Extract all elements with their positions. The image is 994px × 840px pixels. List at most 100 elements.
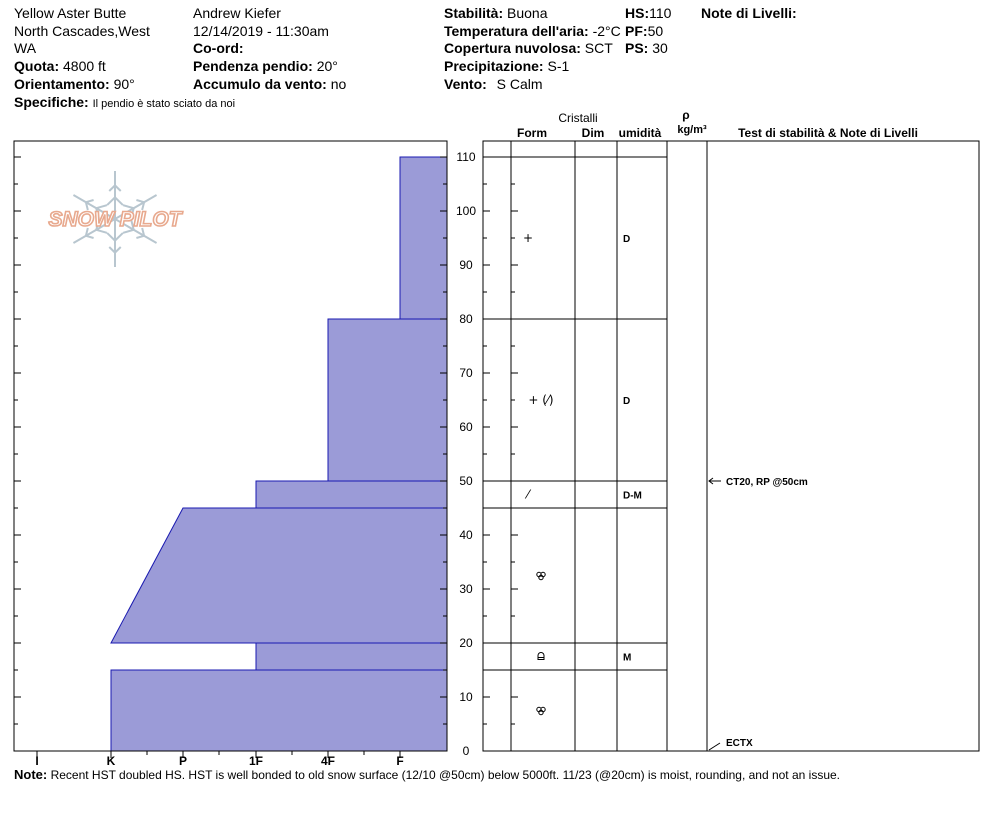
hs-field: HS:110: [625, 4, 671, 22]
stability-test-label-1: ECTX: [726, 738, 753, 749]
wetness-0: D: [623, 234, 630, 245]
pf-field: PF:50: [625, 22, 664, 40]
wind-value: S Calm: [496, 76, 543, 92]
depth-tick-label-100: 100: [456, 204, 476, 218]
depth-tick-label-20: 20: [459, 636, 473, 650]
flake-arm-5: [72, 194, 116, 220]
flake-branch-2-1-0: [141, 227, 146, 237]
stability-field: Stabilità: Buona: [444, 4, 548, 22]
location-name: Yellow Aster Butte: [14, 5, 127, 21]
form-symbol-3-circle-2: [538, 574, 544, 581]
form-symbol-5-circle-2: [538, 709, 544, 716]
hardness-layer-3: [110, 507, 448, 644]
flake-branch-2-0-1: [122, 228, 134, 234]
col-density-unit: kg/m³: [677, 124, 707, 136]
quota-value: 4800 ft: [63, 58, 106, 74]
depth-tick-label-60: 60: [459, 420, 473, 434]
hardness-layer-2: [255, 480, 448, 509]
wind-label: Vento:: [444, 76, 487, 92]
logo-text: SNOW PILOT: [49, 208, 184, 231]
quota-label: Quota:: [14, 58, 60, 74]
flake-branch-2-0-0: [130, 218, 135, 231]
cloud-field: Copertura nuvolosa: SCT: [444, 39, 613, 57]
stability-test-pointer-1: [708, 742, 721, 751]
note-label: Note:: [14, 767, 48, 782]
ps-field: PS: 30: [625, 39, 668, 57]
hardness-tick-label-0: I: [35, 754, 38, 768]
region-line-1: North Cascades,West: [14, 23, 150, 39]
flake-branch-5-1-0: [84, 201, 89, 211]
aspect-label: Orientamento:: [14, 76, 110, 92]
flake-branch-0-0-1: [114, 196, 124, 206]
hardness-layer-5: [110, 669, 448, 752]
flake-branch-0-1-1: [114, 184, 122, 192]
flake-branch-5-1-1: [85, 199, 94, 204]
observation-datetime: 12/14/2019 - 11:30am: [193, 23, 329, 39]
col-umidita: umidità: [619, 126, 662, 140]
col-dim: Dim: [582, 126, 605, 140]
flake-branch-1-1-1: [141, 201, 146, 211]
hardness-layer-1: [327, 318, 448, 482]
depth-tick-label-90: 90: [459, 258, 473, 272]
coord-label: Co-ord:: [193, 40, 244, 56]
specifics-label: Specifiche:: [14, 94, 89, 110]
air-temp-value: -2°C: [592, 23, 621, 39]
depth-tick-label-30: 30: [459, 582, 473, 596]
flake-branch-3-1-1: [108, 246, 116, 254]
hardness-tick-label-2: P: [179, 754, 187, 768]
flake-branch-3-1-0: [114, 246, 122, 254]
wetness-1: D: [623, 396, 630, 407]
col-tests: Test di stabilità & Note di Livelli: [738, 126, 918, 140]
form-symbol-4-outline: [537, 652, 545, 660]
flake-branch-4-0-0: [96, 228, 108, 234]
region-line-2: WA: [14, 40, 37, 56]
slope-label: Pendenza pendio:: [193, 58, 313, 74]
flake-branch-4-0-1: [95, 218, 100, 231]
layer-notes-heading: Note di Livelli:: [701, 5, 797, 21]
flake-branch-5-0-0: [95, 207, 100, 220]
ps-label: PS:: [625, 40, 649, 56]
wind-field: Vento: S Calm: [444, 75, 543, 93]
coord-field: Co-ord:: [193, 39, 244, 57]
layer-table-frame: [482, 140, 980, 752]
aspect-value: 90°: [113, 76, 135, 92]
wind-load-label: Accumulo da vento:: [193, 76, 327, 92]
snowpilot-logo: SNOW PILOT: [48, 171, 184, 267]
wetness-2: D-M: [623, 491, 642, 502]
air-temp-label: Temperatura dell'aria:: [444, 23, 589, 39]
cloud-value: SCT: [584, 40, 613, 56]
wind-load-value: no: [330, 76, 347, 92]
hardness-tick-label-4: 4F: [321, 754, 335, 768]
form-symbol-4: [537, 652, 545, 660]
precip-label: Precipitazione:: [444, 58, 544, 74]
hardness-tick-label-5: F: [396, 754, 403, 768]
depth-tick-label-50: 50: [459, 474, 473, 488]
flake-branch-1-1-0: [136, 199, 145, 204]
form-symbol-2: ⁄: [524, 488, 532, 502]
stability-test-label-0: CT20, RP @50cm: [726, 477, 808, 488]
air-temp-field: Temperatura dell'aria: -2°C: [444, 22, 621, 40]
flake-arm-1: [114, 194, 158, 220]
stability-label: Stabilità:: [444, 5, 504, 21]
depth-tick-label-10: 10: [459, 690, 473, 704]
form-symbol-1: + (⁄): [528, 393, 553, 407]
depth-tick-label-40: 40: [459, 528, 473, 542]
cloud-label: Copertura nuvolosa:: [444, 40, 581, 56]
pf-label: PF:: [625, 23, 648, 39]
form-symbol-5: [536, 706, 546, 716]
depth-tick-label-70: 70: [459, 366, 473, 380]
flake-branch-2-1-1: [136, 234, 145, 239]
flake-branch-0-0-0: [106, 196, 116, 206]
ps-value: 30: [652, 40, 668, 56]
wind-load-field: Accumulo da vento: no: [193, 75, 346, 93]
quota-field: Quota: 4800 ft: [14, 57, 106, 75]
hardness-tick-label-1: K: [107, 754, 116, 768]
stability-test-arrow-0: [708, 477, 714, 485]
flake-branch-1-0-0: [122, 204, 134, 210]
flake-branch-3-0-0: [114, 232, 124, 242]
slope-value: 20°: [316, 58, 338, 74]
flake-branch-4-1-1: [84, 227, 89, 237]
depth-tick-label-80: 80: [459, 312, 473, 326]
specifics-value: Il pendio è stato sciato da noi: [92, 98, 236, 110]
